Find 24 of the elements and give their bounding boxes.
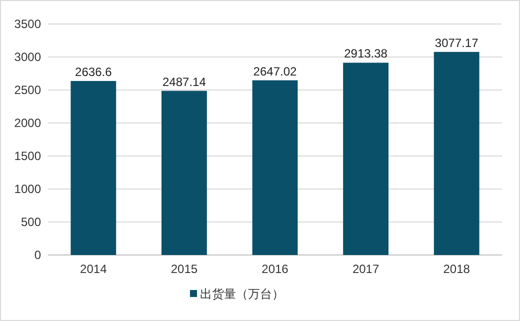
bar [434, 52, 480, 255]
y-tick-label: 2000 [14, 116, 42, 130]
data-label: 2647.02 [253, 64, 298, 78]
x-tick-label: 2015 [170, 262, 198, 276]
bar [252, 80, 298, 255]
y-tick-label: 1500 [14, 149, 42, 164]
x-tick-label: 2016 [262, 262, 289, 276]
y-tick-label: 500 [20, 215, 42, 230]
x-tick-label: 2017 [352, 262, 380, 276]
bar [162, 90, 207, 255]
data-label: 2636.6 [75, 64, 112, 79]
y-tick-label: 1000 [14, 182, 42, 196]
y-tick-label: 2500 [14, 83, 42, 98]
y-tick-label: 3500 [14, 17, 42, 32]
y-tick-label: 0 [34, 248, 42, 262]
data-label: 2913.38 [344, 46, 388, 61]
x-tick-label: 2018 [443, 262, 470, 276]
data-label: 2487.14 [162, 74, 206, 89]
x-tick-label: 2014 [80, 262, 108, 276]
y-tick-label: 3000 [14, 50, 42, 64]
data-label: 3077.17 [434, 36, 479, 50]
legend-label: 出货量（万台） [200, 287, 284, 302]
bar [70, 80, 116, 255]
bar [343, 62, 388, 255]
